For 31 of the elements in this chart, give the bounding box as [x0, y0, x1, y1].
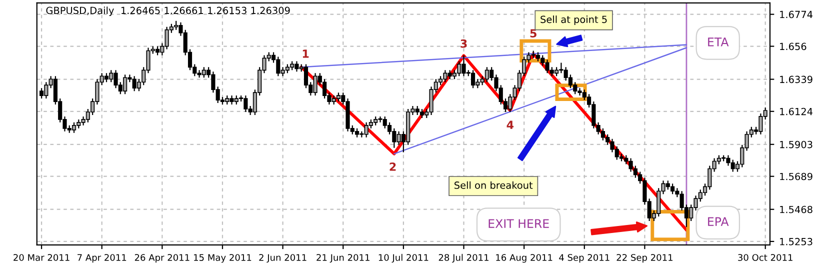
y-tick-label: 1.5253 — [780, 238, 812, 246]
y-tick-label: 1.5468 — [780, 206, 812, 214]
x-tick-label: 10 Jul 2011 — [378, 254, 428, 263]
x-tick-label: 7 Apr 2011 — [78, 254, 126, 263]
annotation: 2 — [390, 162, 396, 171]
annotation: ETA — [708, 38, 729, 46]
y-tick-label: 1.6339 — [780, 76, 812, 84]
annotation: 5 — [530, 29, 536, 38]
y-tick-label: 1.6774 — [780, 10, 812, 18]
x-tick-label: 21 Jun 2011 — [316, 254, 370, 263]
annotation: Sell at point 5 — [540, 16, 607, 25]
y-tick-label: 1.5689 — [780, 172, 812, 180]
annotation: 1 — [302, 50, 309, 58]
annotation: 4 — [506, 120, 514, 129]
x-tick-label: 4 Sep 2011 — [559, 254, 610, 263]
x-tick-label: 30 Oct 2011 — [738, 254, 792, 261]
x-tick-label: 2 Jun 2011 — [259, 254, 306, 263]
annotation: 3 — [460, 39, 467, 48]
x-tick-label: 26 Apr 2011 — [134, 254, 190, 263]
x-tick-label: 16 Aug 2011 — [496, 254, 552, 263]
annotation: EXIT HERE — [488, 219, 549, 228]
annotation: EPA — [708, 217, 729, 226]
annotation: Sell on breakout — [454, 181, 533, 189]
x-tick-label: 22 Sep 2011 — [616, 254, 672, 263]
x-tick-label: 15 May 2011 — [194, 254, 252, 263]
chart-title: GBPUSD,Daily 1.26465 1.26661 1.26153 1.26309 — [46, 6, 290, 16]
y-tick-label: 1.5903 — [780, 140, 812, 148]
y-tick-label: 1.656 — [780, 42, 806, 50]
x-tick-label: 28 Jul 2011 — [438, 254, 488, 263]
x-tick-label: 20 Mar 2011 — [14, 254, 70, 261]
y-tick-label: 1.6124 — [780, 108, 812, 116]
